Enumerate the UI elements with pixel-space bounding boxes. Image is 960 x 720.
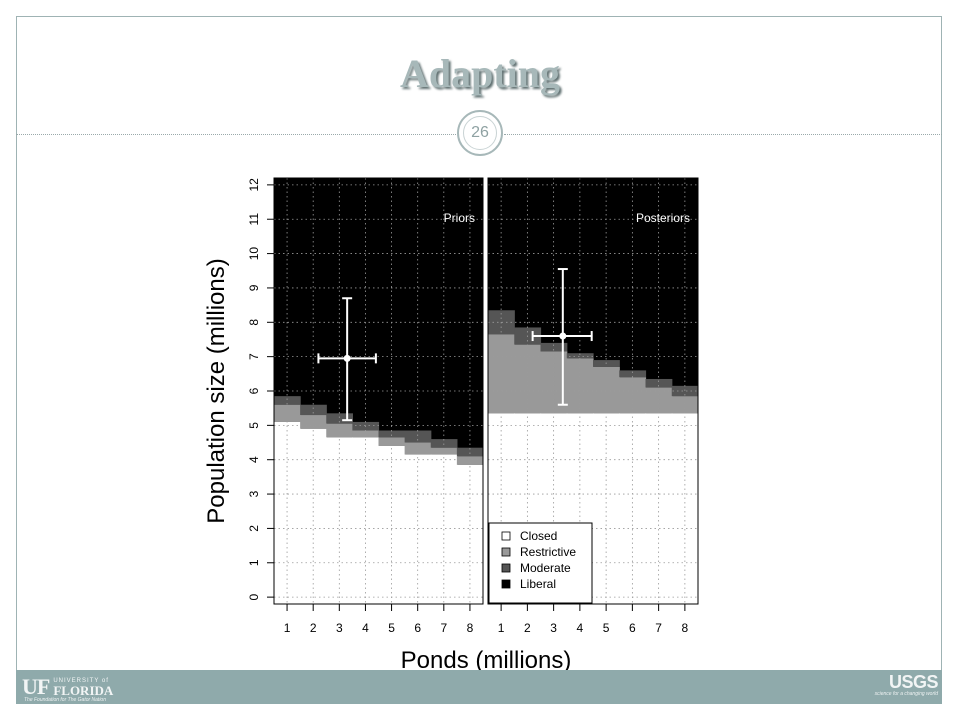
x-tick-label: 4 — [362, 621, 369, 635]
moderate-cell — [645, 378, 673, 388]
x-tick-label: 8 — [467, 621, 474, 635]
y-tick-label: 2 — [247, 525, 261, 532]
usgs-logo-name: USGS — [888, 672, 939, 692]
moderate-cell — [619, 370, 647, 378]
moderate-cell — [404, 430, 432, 443]
title-rule-left — [16, 134, 456, 135]
footer-bar — [16, 670, 942, 704]
usgs-logo: USGS science for a changing world — [874, 672, 939, 697]
closed-cell — [456, 464, 483, 604]
restrictive-cell — [352, 430, 380, 438]
y-tick-label: 9 — [247, 284, 261, 291]
restrictive-cell — [430, 447, 458, 455]
x-tick-label: 1 — [498, 621, 505, 635]
legend-label-closed: Closed — [520, 529, 557, 543]
uf-logo-tagline: The Foundation for The Gator Nation — [24, 697, 106, 703]
panel-body — [274, 178, 483, 604]
moderate-cell — [378, 430, 406, 438]
panel-priors: Priors 1 2 3 4 5 6 7 8 — [273, 177, 484, 635]
x-tick-label: 2 — [524, 621, 531, 635]
panel-label: Priors — [444, 211, 475, 225]
y-tick-label: 12 — [247, 178, 261, 192]
y-axis-title: Population size (millions) — [203, 258, 230, 523]
panel-label: Posteriors — [636, 211, 690, 225]
x-tick-label: 7 — [440, 621, 447, 635]
y-tick-label: 3 — [247, 490, 261, 497]
x-tick-label: 5 — [388, 621, 395, 635]
closed-cell — [671, 413, 698, 604]
legend: Closed Restrictive Moderate Liberal — [488, 522, 593, 604]
title-rule-right — [504, 134, 942, 135]
x-tick-label: 2 — [310, 621, 317, 635]
uf-logo: UF UNIVERSITY of FLORIDA — [22, 674, 113, 700]
legend-swatch-moderate — [501, 563, 511, 573]
uf-logo-univ: UNIVERSITY of — [53, 677, 109, 684]
y-tick-label: 5 — [247, 422, 261, 429]
moderate-cell — [566, 353, 594, 359]
restrictive-cell — [514, 344, 542, 414]
moderate-cell — [326, 413, 353, 424]
estimate-point — [559, 332, 567, 340]
moderate-cell — [456, 447, 483, 457]
uf-logo-name: FLORIDA — [53, 682, 114, 698]
slide-number-badge: 26 — [457, 110, 503, 156]
y-tick-label: 10 — [247, 247, 261, 261]
x-tick-label: 8 — [682, 621, 689, 635]
restrictive-cell — [456, 456, 483, 465]
x-tick-label: 3 — [336, 621, 343, 635]
closed-cell — [619, 413, 647, 604]
y-tick-label: 1 — [247, 559, 261, 566]
legend-swatch-liberal — [501, 579, 511, 589]
y-tick-label: 11 — [247, 213, 261, 226]
closed-cell — [645, 413, 673, 604]
legend-label-liberal: Liberal — [520, 577, 556, 591]
x-tick-label: 6 — [629, 621, 636, 635]
closed-cell — [274, 421, 301, 604]
legend-swatch-closed — [501, 531, 511, 541]
x-tick-label: 5 — [603, 621, 610, 635]
legend-label-restrictive: Restrictive — [520, 545, 576, 559]
legend-label-moderate: Moderate — [520, 561, 571, 575]
y-tick-label: 6 — [247, 387, 261, 394]
x-tick-label: 3 — [550, 621, 557, 635]
usgs-logo-tagline: science for a changing world — [874, 691, 938, 697]
closed-cell — [593, 413, 620, 604]
restrictive-cell — [671, 396, 698, 414]
y-tick-label: 7 — [247, 353, 261, 360]
y-tick-label: 0 — [247, 593, 261, 600]
x-tick-label: 7 — [655, 621, 662, 635]
estimate-point — [343, 354, 351, 362]
y-tick-label: 8 — [247, 319, 261, 326]
uf-logo-text: UNIVERSITY of FLORIDA — [53, 678, 113, 697]
restrictive-cell — [378, 437, 406, 446]
x-tick-label: 6 — [414, 621, 421, 635]
slide-title: Adapting — [399, 51, 561, 96]
x-tick-label: 4 — [577, 621, 584, 635]
uf-logo-mark: UF — [22, 674, 50, 699]
moderate-cell — [430, 439, 458, 448]
x-axis-title: Ponds (millions) — [401, 647, 572, 674]
moderate-cell — [540, 342, 568, 352]
legend-swatch-restrictive — [501, 547, 511, 557]
panel-frame — [487, 177, 699, 605]
restrictive-cell — [645, 387, 673, 414]
restrictive-cell — [488, 334, 515, 414]
moderate-cell — [274, 396, 301, 405]
x-tick-label: 1 — [284, 621, 291, 635]
slide-number: 26 — [463, 116, 497, 150]
moderate-cell — [300, 404, 327, 416]
y-tick-label: 4 — [247, 456, 261, 463]
